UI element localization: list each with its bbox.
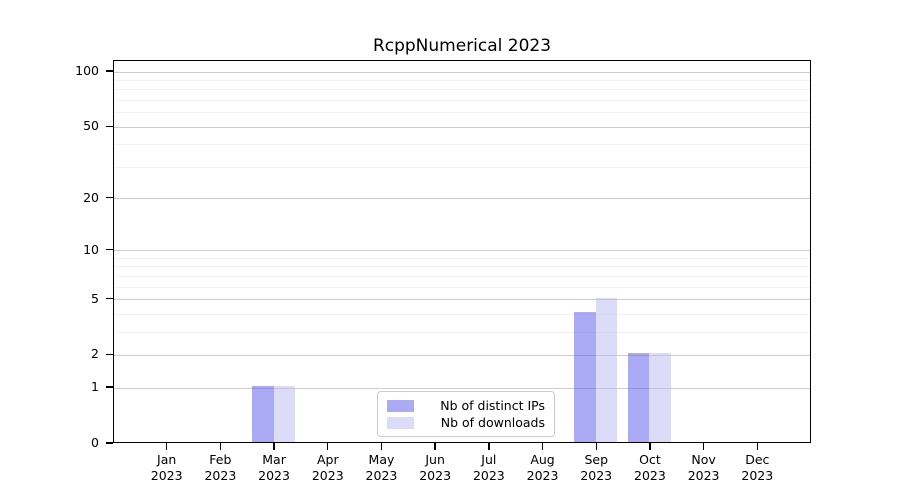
month-label: Aug bbox=[530, 452, 555, 467]
y-tick-mark bbox=[106, 70, 113, 72]
y-tick-mark bbox=[106, 125, 113, 127]
major-gridline bbox=[114, 71, 810, 73]
minor-gridline bbox=[114, 112, 810, 114]
y-tick-mark bbox=[106, 386, 113, 388]
x-tick-label-apr: Apr 2023 bbox=[296, 452, 360, 484]
x-tick-label-jan: Jan 2023 bbox=[135, 452, 199, 484]
year-label: 2023 bbox=[580, 468, 613, 483]
legend-label-distinct-ips: Nb of distinct IPs bbox=[440, 398, 545, 413]
year-label: 2023 bbox=[311, 468, 344, 483]
x-tick-label-dec: Dec 2023 bbox=[725, 452, 789, 484]
x-tick-mark bbox=[595, 443, 597, 450]
legend-label-downloads: Nb of downloads bbox=[440, 415, 545, 430]
major-gridline bbox=[114, 354, 810, 356]
major-gridline bbox=[114, 250, 810, 252]
bar-sep-downloads bbox=[595, 297, 618, 442]
x-tick-label-feb: Feb 2023 bbox=[188, 452, 252, 484]
minor-gridline bbox=[114, 286, 810, 288]
month-label: Feb bbox=[209, 452, 232, 467]
y-tick-mark bbox=[106, 197, 113, 199]
x-tick-mark bbox=[219, 443, 222, 450]
major-gridline bbox=[114, 198, 810, 200]
month-label: Dec bbox=[745, 452, 770, 467]
year-label: 2023 bbox=[741, 468, 774, 483]
plot-area bbox=[113, 60, 811, 443]
x-tick-label-nov: Nov 2023 bbox=[672, 452, 736, 484]
month-label: Nov bbox=[691, 452, 716, 467]
month-label: Jan bbox=[157, 452, 177, 467]
minor-gridline bbox=[114, 100, 810, 102]
month-label: Apr bbox=[316, 452, 339, 467]
x-tick-mark bbox=[649, 443, 651, 450]
bar-sep-ips bbox=[574, 312, 596, 442]
minor-gridline bbox=[114, 313, 810, 315]
y-tick-mark bbox=[106, 249, 113, 251]
y-tick-label: 20 bbox=[83, 189, 99, 205]
x-tick-mark bbox=[327, 443, 329, 450]
x-tick-mark bbox=[165, 443, 168, 450]
month-label: Jun bbox=[425, 452, 445, 467]
y-tick-label: 0 bbox=[91, 435, 99, 450]
year-label: 2023 bbox=[204, 468, 237, 483]
month-label: Mar bbox=[262, 452, 286, 467]
minor-gridline bbox=[114, 331, 810, 333]
legend: Nb of distinct IPs Nb of downloads bbox=[377, 391, 555, 437]
chart-title: RcppNumerical 2023 bbox=[372, 36, 552, 56]
x-tick-label-may: May 2023 bbox=[349, 452, 413, 484]
x-tick-mark bbox=[380, 443, 383, 450]
bar-oct-ips bbox=[627, 353, 650, 442]
month-label: May bbox=[368, 452, 395, 467]
year-label: 2023 bbox=[150, 468, 183, 483]
bar-mar-ips bbox=[252, 386, 274, 442]
bar-oct-downloads bbox=[649, 353, 671, 442]
x-tick-label-jul: Jul 2023 bbox=[457, 452, 521, 484]
minor-gridline bbox=[114, 275, 810, 277]
year-label: 2023 bbox=[687, 468, 720, 483]
year-label: 2023 bbox=[526, 468, 559, 483]
x-tick-mark bbox=[756, 443, 758, 450]
legend-row-downloads: Nb of downloads bbox=[387, 414, 545, 431]
minor-gridline bbox=[114, 266, 810, 268]
x-tick-label-jun: Jun 2023 bbox=[403, 452, 467, 484]
year-label: 2023 bbox=[419, 468, 452, 483]
x-tick-mark bbox=[273, 443, 275, 450]
minor-gridline bbox=[114, 257, 810, 259]
minor-gridline bbox=[114, 144, 810, 146]
major-gridline bbox=[114, 299, 810, 301]
year-label: 2023 bbox=[634, 468, 666, 483]
y-tick-label: 50 bbox=[83, 118, 99, 134]
y-tick-label: 100 bbox=[75, 63, 99, 79]
legend-row-distinct-ips: Nb of distinct IPs bbox=[387, 397, 545, 414]
month-label: Oct bbox=[639, 452, 661, 467]
month-label: Jul bbox=[481, 452, 497, 467]
y-tick-mark bbox=[106, 353, 113, 356]
distinct-ips-swatch-icon bbox=[387, 399, 414, 412]
minor-gridline bbox=[114, 89, 810, 91]
year-label: 2023 bbox=[472, 468, 505, 483]
x-tick-mark bbox=[541, 443, 544, 450]
x-tick-label-oct: Oct 2023 bbox=[618, 452, 682, 484]
bar-mar-downloads bbox=[273, 386, 296, 442]
y-tick-mark bbox=[106, 297, 113, 300]
x-tick-label-sep: Sep 2023 bbox=[564, 452, 628, 484]
minor-gridline bbox=[114, 80, 810, 82]
y-tick-label: 1 bbox=[91, 379, 99, 395]
year-label: 2023 bbox=[365, 468, 398, 483]
major-gridline bbox=[114, 126, 810, 128]
x-tick-label-mar: Mar 2023 bbox=[242, 452, 306, 484]
year-label: 2023 bbox=[258, 468, 290, 483]
x-tick-mark bbox=[434, 443, 436, 450]
minor-gridline bbox=[114, 166, 810, 168]
month-label: Sep bbox=[584, 452, 608, 467]
x-tick-mark bbox=[702, 443, 705, 450]
x-tick-label-aug: Aug 2023 bbox=[511, 452, 575, 484]
y-tick-label: 10 bbox=[83, 241, 99, 257]
y-tick-label: 2 bbox=[91, 346, 99, 362]
y-tick-label: 5 bbox=[91, 290, 99, 306]
x-tick-mark bbox=[488, 443, 490, 450]
downloads-swatch-icon bbox=[387, 416, 414, 429]
y-tick-mark bbox=[106, 442, 113, 444]
major-gridline bbox=[114, 387, 810, 389]
